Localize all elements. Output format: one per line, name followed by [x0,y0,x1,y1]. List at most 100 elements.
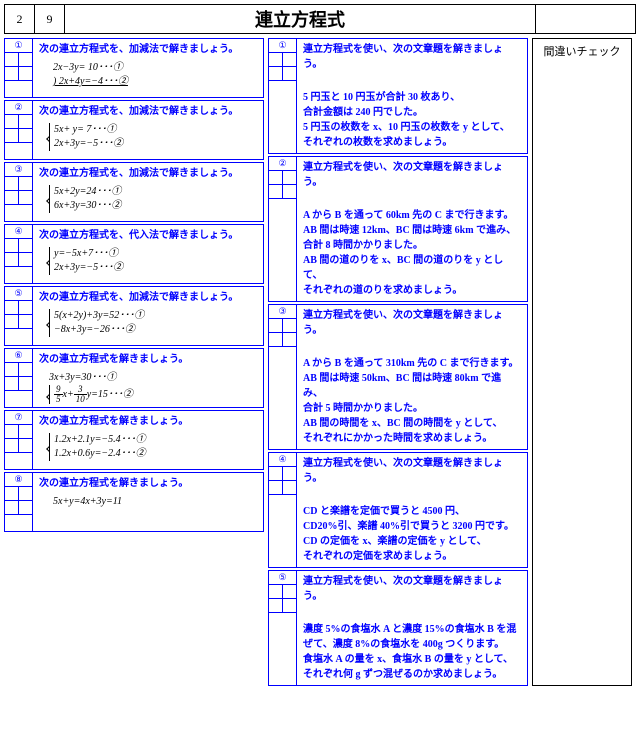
equation: 1.2x+2.1y=−5.4･･･① [54,433,257,447]
problem-box: ⑤次の連立方程式を、加減法で解きましょう。5(x+2y)+3y=52･･･①−8… [4,286,264,346]
problem-text-line: それぞれの定価を求めましょう。 [303,549,521,564]
problem-number: ③ [269,305,297,319]
problem-box: ⑤ 連立方程式を使い、次の文章題を解きましょう。濃度 5%の食塩水 A と濃度 1… [268,570,528,686]
problem-title: 次の連立方程式を、加減法で解きましょう。 [39,104,257,119]
problem-text-line: AB 間は時速 12km、BC 間は時速 6km で進み、 [303,223,521,238]
equation-brace: 1.2x+2.1y=−5.4･･･①1.2x+0.6y=−2.4･･･② [49,433,257,461]
problem-subgrid [5,487,33,531]
equation: −8x+3y=−26･･･② [54,323,257,337]
problem-number-area: ③ [269,305,297,449]
problem-number: ④ [5,225,33,239]
problem-number: ⑤ [5,287,33,301]
problem-number: ⑦ [5,411,33,425]
problem-text-line: それぞれにかかった時間を求めましょう。 [303,431,521,446]
problem-text-line: それぞれの枚数を求めましょう。 [303,135,521,150]
problem-subgrid [269,319,297,449]
problem-body: 連立方程式を使い、次の文章題を解きましょう。5 円玉と 10 円玉が合計 30 … [297,39,527,153]
problem-body: 次の連立方程式を解きましょう。5x+y=4x+3y=11 [33,473,263,531]
problem-body: 次の連立方程式を、加減法で解きましょう。5(x+2y)+3y=52･･･①−8x… [33,287,263,345]
problem-body: 連立方程式を使い、次の文章題を解きましょう。CD と楽譜を定価で買うと 4500… [297,453,527,567]
problem-number: ④ [269,453,297,467]
problem-text-line: A から B を通って 60km 先の C まで行きます。 [303,208,521,223]
equation: ) 2x+4y=−4･･･② [39,75,257,89]
problem-subgrid [5,177,33,221]
equation: 2x+3y=−5･･･② [54,261,257,275]
problem-body: 次の連立方程式を、加減法で解きましょう。 2x−3y= 10･･･①) 2x+4y… [33,39,263,97]
problem-text-line [303,490,521,504]
problem-body: 連立方程式を使い、次の文章題を解きましょう。 A から B を通って 60km 先… [297,157,527,301]
problem-title: 次の連立方程式を、加減法で解きましょう。 [39,166,257,181]
problem-box: ③次の連立方程式を、加減法で解きましょう。5x+2y=24･･･①6x+3y=3… [4,162,264,222]
problem-title: 次の連立方程式を、加減法で解きましょう。 [39,42,257,57]
problem-number: ⑥ [5,349,33,363]
problem-number: ② [5,101,33,115]
problem-text-line: AB 間の道のりを x、BC 間の道のりを y として、 [303,253,521,283]
problem-text-line [303,76,521,90]
problem-title: 連立方程式を使い、次の文章題を解きましょう。 [303,574,521,604]
problem-body: 次の連立方程式を、加減法で解きましょう。 5x+ y= 7･･･①2x+3y=−5… [33,101,263,159]
problem-box: ⑧次の連立方程式を解きましょう。5x+y=4x+3y=11 [4,472,264,532]
equation: 5x+2y=24･･･① [54,185,257,199]
problem-text-line [303,342,521,356]
problem-subgrid [5,239,33,283]
problem-text-line: それぞれの道のりを求めましょう。 [303,283,521,298]
problem-box: ①次の連立方程式を、加減法で解きましょう。2x−3y= 10･･･①) 2x+4… [4,38,264,98]
equation: 2x+3y=−5･･･② [54,137,257,151]
problem-number-area: ① [269,39,297,153]
problem-text-line: 合計 8 時間かかりました。 [303,238,521,253]
problem-number: ① [269,39,297,53]
problem-box: ③連立方程式を使い、次の文章題を解きましょう。A から B を通って 310km… [268,304,528,450]
header-num-1: 2 [5,5,35,33]
problem-subgrid [269,585,297,685]
problem-subgrid [5,53,33,97]
problem-number-area: ② [269,157,297,301]
problem-subgrid [5,363,33,407]
problem-number-area: ⑧ [5,473,33,531]
problem-title: 連立方程式を使い、次の文章題を解きましょう。 [303,456,521,486]
problem-number-area: ⑦ [5,411,33,469]
problem-text-line: 合計 5 時間かかりました。 [303,401,521,416]
problem-title: 次の連立方程式を解きましょう。 [39,352,257,367]
equation: y=−5x+7･･･① [54,247,257,261]
problem-text-line: AB 間の時間を x、BC 間の時間を y として、 [303,416,521,431]
problem-text-line: 5 円玉の枚数を x、10 円玉の枚数を y として、 [303,120,521,135]
problem-number-area: ③ [5,163,33,221]
equation: 95x+310y=15･･･② [54,385,257,404]
problem-text-line: CD の定価を x、楽譜の定価を y として、 [303,534,521,549]
problem-number-area: ⑤ [269,571,297,685]
problem-box: ④次の連立方程式を、代入法で解きましょう。y=−5x+7･･･①2x+3y=−5… [4,224,264,284]
problem-box: ⑥次の連立方程式を解きましょう。3x+3y=30･･･①95x+310y=15･… [4,348,264,408]
problem-text-line [303,194,521,208]
problem-number: ⑤ [269,571,297,585]
equation: 2x−3y= 10･･･① [39,61,257,75]
problem-title: 次の連立方程式を解きましょう。 [39,414,257,429]
problem-box: ①連立方程式を使い、次の文章題を解きましょう。5 円玉と 10 円玉が合計 30… [268,38,528,154]
problem-body: 次の連立方程式を、代入法で解きましょう。y=−5x+7･･･①2x+3y=−5･… [33,225,263,283]
problem-box: ⑦ 次の連立方程式を解きましょう。 1.2x+2.1y=−5.4･･･①1.2x+0… [4,410,264,470]
problem-title: 連立方程式を使い、次の文章題を解きましょう。 [303,160,521,190]
worksheet-title: 連立方程式 [65,5,535,33]
problem-box: ② 連立方程式を使い、次の文章題を解きましょう。 A から B を通って 60km … [268,156,528,302]
problem-title: 連立方程式を使い、次の文章題を解きましょう。 [303,308,521,338]
problem-subgrid [269,171,297,301]
equation-brace: 5(x+2y)+3y=52･･･①−8x+3y=−26･･･② [49,309,257,337]
problem-number-area: ⑤ [5,287,33,345]
problem-number-area: ⑥ [5,349,33,407]
problem-body: 連立方程式を使い、次の文章題を解きましょう。A から B を通って 310km … [297,305,527,449]
problem-text-line [303,608,521,622]
problem-text-line: AB 間は時速 50km、BC 間は時速 80km で進み、 [303,371,521,401]
equation: 5x+ y= 7･･･① [54,123,257,137]
header-num-2: 9 [35,5,65,33]
problem-text-line: CD20%引、楽譜 40%引で買うと 3200 円です。 [303,519,521,534]
problem-number-area: ② [5,101,33,159]
problem-text-line: 濃度 5%の食塩水 A と濃度 15%の食塩水 B を混 [303,622,521,637]
middle-column: ①連立方程式を使い、次の文章題を解きましょう。5 円玉と 10 円玉が合計 30… [268,38,528,686]
left-column: ①次の連立方程式を、加減法で解きましょう。2x−3y= 10･･･①) 2x+4… [4,38,264,686]
problem-subgrid [269,53,297,153]
right-column: 間違いチェック [532,38,632,686]
problem-number: ② [269,157,297,171]
problem-text-line: それぞれ何 g ずつ混ぜるのか求めましょう。 [303,667,521,682]
equation: 5x+y=4x+3y=11 [39,495,257,509]
equation-brace: y=−5x+7･･･①2x+3y=−5･･･② [49,247,257,275]
problem-box: ④連立方程式を使い、次の文章題を解きましょう。CD と楽譜を定価で買うと 450… [268,452,528,568]
